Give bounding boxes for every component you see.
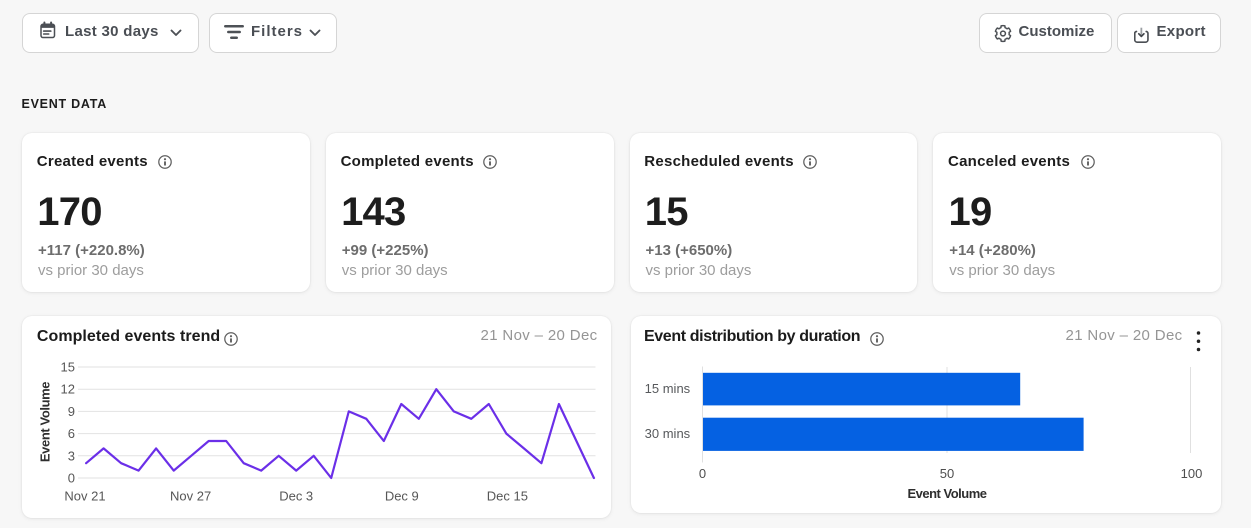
svg-text:50: 50 — [939, 466, 953, 481]
svg-text:Event Volume: Event Volume — [37, 382, 52, 462]
svg-text:Nov 21: Nov 21 — [64, 488, 105, 503]
svg-text:3: 3 — [67, 448, 74, 463]
svg-text:Event Volume: Event Volume — [907, 486, 986, 501]
svg-text:Dec 3: Dec 3 — [279, 488, 313, 503]
svg-text:30 mins: 30 mins — [644, 426, 690, 441]
svg-text:15: 15 — [60, 360, 74, 375]
svg-text:0: 0 — [698, 466, 705, 481]
svg-text:9: 9 — [67, 404, 74, 419]
svg-text:100: 100 — [1180, 466, 1202, 481]
svg-text:15 mins: 15 mins — [644, 381, 690, 396]
svg-text:6: 6 — [67, 426, 74, 441]
svg-text:12: 12 — [60, 382, 74, 397]
svg-text:Nov 27: Nov 27 — [169, 488, 210, 503]
svg-text:0: 0 — [67, 471, 74, 486]
svg-text:Dec 9: Dec 9 — [384, 488, 418, 503]
svg-text:Dec 15: Dec 15 — [486, 488, 527, 503]
